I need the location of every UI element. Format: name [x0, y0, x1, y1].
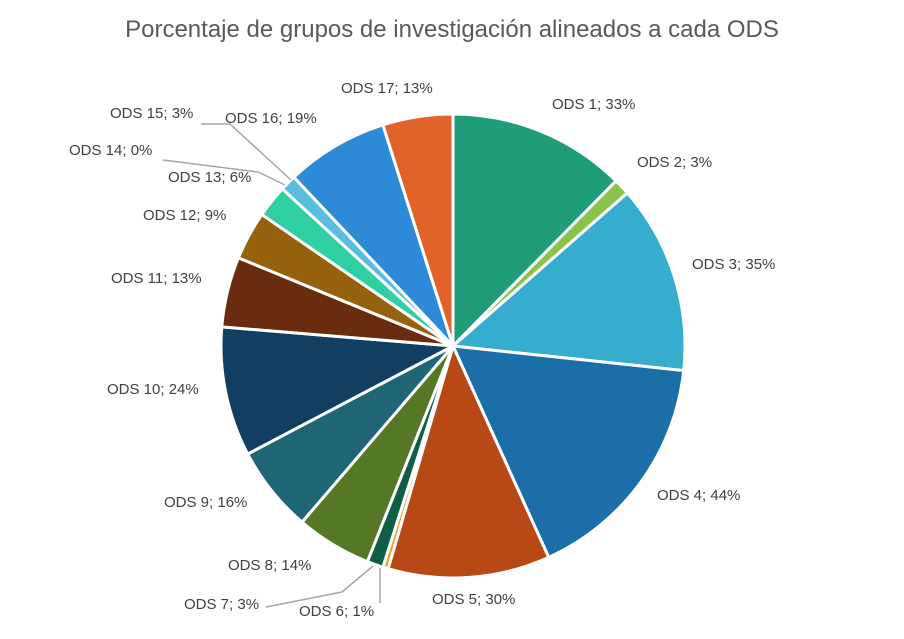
data-label-ods-4: ODS 4; 44%	[657, 487, 740, 504]
leader-line-ods-14	[162, 159, 286, 186]
data-label-ods-10: ODS 10; 24%	[107, 381, 199, 398]
pie-slice-ods-3	[451, 191, 687, 373]
leader-line-ods-7	[265, 565, 374, 608]
data-label-ods-6: ODS 6; 1%	[299, 603, 374, 620]
data-label-ods-5: ODS 5; 30%	[432, 591, 515, 608]
data-label-ods-15: ODS 15; 3%	[110, 105, 193, 122]
pie-slice-ods-16	[292, 123, 455, 348]
leader-line-ods-15	[201, 123, 292, 181]
data-label-ods-2: ODS 2; 3%	[637, 154, 712, 171]
data-label-ods-11: ODS 11; 13%	[111, 270, 202, 287]
data-label-ods-9: ODS 9; 16%	[164, 494, 247, 511]
pie-slice-ods-10	[219, 325, 455, 456]
pie-slice-ods-4	[451, 344, 686, 559]
pie-slice-ods-5	[386, 344, 551, 580]
data-label-ods-17: ODS 17; 13%	[341, 80, 433, 97]
data-label-ods-13: ODS 13; 6%	[168, 169, 251, 186]
data-label-ods-16: ODS 16; 19%	[225, 110, 317, 127]
pie-slice-ods-1	[451, 112, 618, 348]
data-label-ods-3: ODS 3; 35%	[692, 256, 775, 273]
chart-title: Porcentaje de grupos de investigación al…	[125, 16, 779, 43]
data-label-ods-14: ODS 14; 0%	[69, 142, 152, 159]
pie-slice-ods-17	[381, 112, 455, 348]
data-label-ods-7: ODS 7; 3%	[184, 596, 259, 613]
data-label-ods-1: ODS 1; 33%	[552, 96, 635, 113]
data-label-ods-12: ODS 12; 9%	[143, 207, 226, 224]
data-label-ods-8: ODS 8; 14%	[228, 557, 311, 574]
